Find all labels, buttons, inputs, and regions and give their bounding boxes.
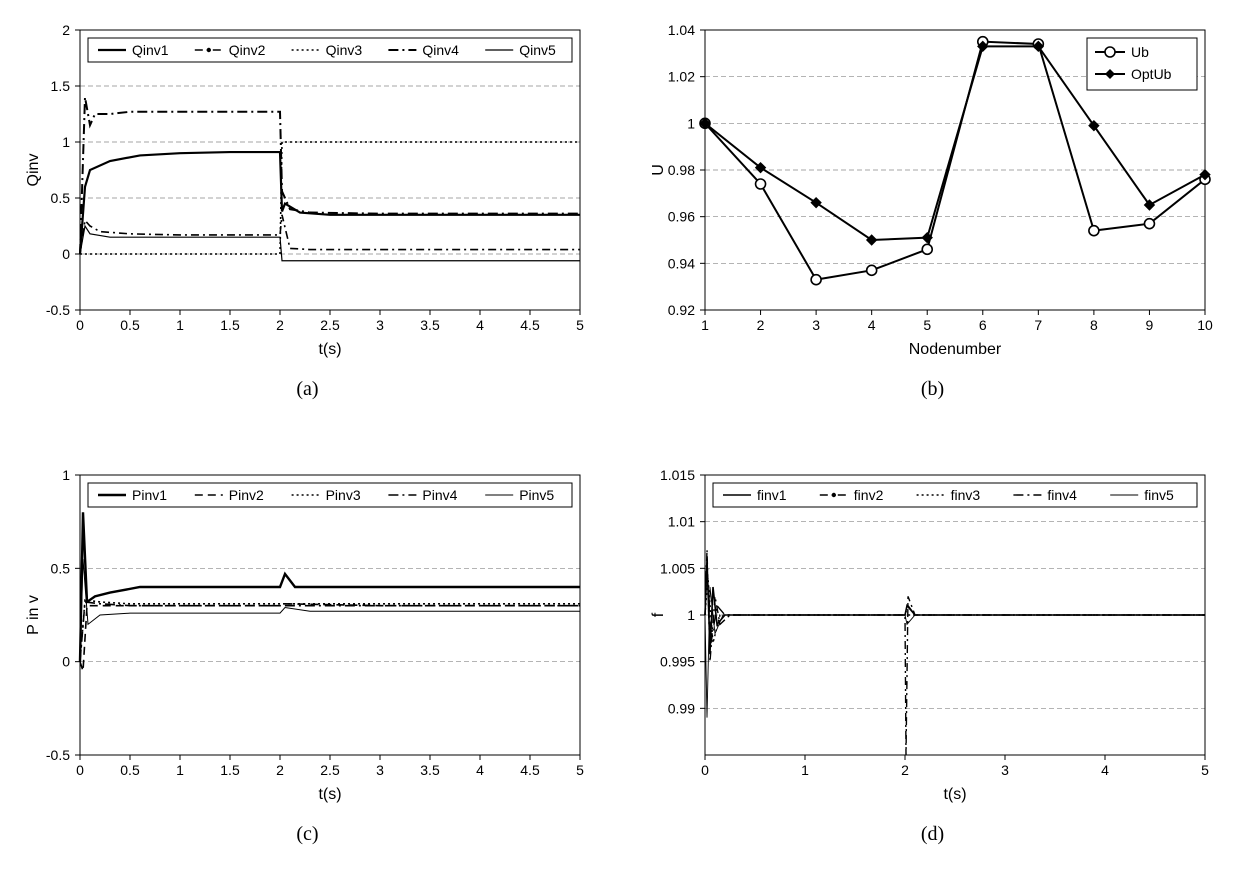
svg-text:2: 2 — [276, 762, 284, 778]
svg-text:0.98: 0.98 — [668, 162, 695, 178]
svg-text:f: f — [650, 612, 667, 617]
svg-text:Pinv3: Pinv3 — [326, 487, 361, 503]
chart-c: 0 0.5 1 1.5 2 2.5 3 3.5 4 4.5 5 -0.5 0 0.5 1 t(s) P in v… — [20, 465, 595, 805]
sublabel-c: (c) — [296, 823, 318, 846]
svg-text:0.94: 0.94 — [668, 255, 695, 271]
svg-text:1.04: 1.04 — [668, 22, 695, 38]
svg-text:0: 0 — [701, 762, 709, 778]
svg-text:1: 1 — [687, 607, 695, 623]
svg-text:2.5: 2.5 — [320, 762, 340, 778]
svg-text:0.5: 0.5 — [51, 560, 71, 576]
svg-text:0: 0 — [62, 654, 70, 670]
svg-text:3.5: 3.5 — [420, 317, 440, 333]
svg-text:Qinv: Qinv — [25, 154, 42, 187]
svg-text:Pinv4: Pinv4 — [422, 487, 457, 503]
svg-text:OptUb: OptUb — [1131, 66, 1172, 82]
svg-text:4.5: 4.5 — [520, 762, 540, 778]
svg-text:Ub: Ub — [1131, 44, 1149, 60]
svg-text:2: 2 — [276, 317, 284, 333]
sublabel-d: (d) — [921, 823, 944, 846]
svg-text:t(s): t(s) — [318, 786, 341, 803]
figure-grid: 0 0.5 1 1.5 2 2.5 3 3.5 4 4.5 5 -0.5 0 0.5 1 1.5 2 t(s) Qi… — [20, 20, 1220, 870]
svg-text:3: 3 — [1001, 762, 1009, 778]
svg-text:8: 8 — [1090, 317, 1098, 333]
svg-text:7: 7 — [1034, 317, 1042, 333]
svg-text:5: 5 — [1201, 762, 1209, 778]
svg-text:-0.5: -0.5 — [46, 747, 70, 763]
svg-text:10: 10 — [1197, 317, 1213, 333]
svg-text:1: 1 — [62, 467, 70, 483]
chart-b: 1 2 3 4 5 6 7 8 9 10 0.92 0.94 0.96 0.98 1 1.02 1.04 Node… — [645, 20, 1220, 360]
svg-text:4: 4 — [476, 762, 484, 778]
svg-text:2.5: 2.5 — [320, 317, 340, 333]
svg-text:2: 2 — [757, 317, 765, 333]
svg-text:P in v: P in v — [25, 595, 42, 635]
svg-text:0: 0 — [62, 246, 70, 262]
svg-text:Pinv1: Pinv1 — [132, 487, 167, 503]
svg-text:6: 6 — [979, 317, 987, 333]
svg-text:1.5: 1.5 — [220, 317, 240, 333]
svg-text:3: 3 — [376, 762, 384, 778]
svg-text:finv2: finv2 — [854, 487, 884, 503]
svg-text:1: 1 — [801, 762, 809, 778]
svg-text:1: 1 — [176, 762, 184, 778]
svg-text:2: 2 — [62, 22, 70, 38]
svg-text:finv1: finv1 — [757, 487, 787, 503]
svg-text:t(s): t(s) — [318, 341, 341, 358]
svg-text:0.96: 0.96 — [668, 209, 695, 225]
svg-text:Qinv5: Qinv5 — [519, 42, 556, 58]
svg-text:3: 3 — [812, 317, 820, 333]
svg-text:5: 5 — [923, 317, 931, 333]
sublabel-a: (a) — [296, 378, 318, 401]
svg-text:0.5: 0.5 — [120, 317, 140, 333]
svg-text:1: 1 — [62, 134, 70, 150]
svg-text:0.5: 0.5 — [120, 762, 140, 778]
chart-d: 0 1 2 3 4 5 0.99 0.995 1 1.005 1.01 1.015 t(s) f finv1… — [645, 465, 1220, 805]
svg-text:4.5: 4.5 — [520, 317, 540, 333]
svg-text:4: 4 — [476, 317, 484, 333]
svg-text:t(s): t(s) — [943, 786, 966, 803]
svg-text:Qinv1: Qinv1 — [132, 42, 169, 58]
svg-text:1: 1 — [701, 317, 709, 333]
svg-text:1.01: 1.01 — [668, 514, 695, 530]
svg-text:finv4: finv4 — [1047, 487, 1077, 503]
svg-text:2: 2 — [901, 762, 909, 778]
svg-text:4: 4 — [1101, 762, 1109, 778]
svg-text:3: 3 — [376, 317, 384, 333]
svg-text:0.5: 0.5 — [51, 190, 71, 206]
svg-text:1.005: 1.005 — [660, 560, 695, 576]
svg-text:0: 0 — [76, 762, 84, 778]
svg-text:Pinv5: Pinv5 — [519, 487, 554, 503]
svg-text:1: 1 — [687, 115, 695, 131]
svg-text:Qinv2: Qinv2 — [229, 42, 266, 58]
svg-text:0.99: 0.99 — [668, 700, 695, 716]
svg-text:finv3: finv3 — [951, 487, 981, 503]
svg-text:1.02: 1.02 — [668, 69, 695, 85]
svg-text:Nodenumber: Nodenumber — [909, 341, 1002, 358]
panel-b: 1 2 3 4 5 6 7 8 9 10 0.92 0.94 0.96 0.98 1 1.02 1.04 Node… — [645, 20, 1220, 425]
svg-text:0.995: 0.995 — [660, 654, 695, 670]
svg-text:Qinv3: Qinv3 — [326, 42, 363, 58]
svg-text:9: 9 — [1146, 317, 1154, 333]
svg-text:Qinv4: Qinv4 — [422, 42, 459, 58]
svg-text:1.5: 1.5 — [51, 78, 71, 94]
svg-text:U: U — [650, 164, 667, 176]
svg-text:4: 4 — [868, 317, 876, 333]
panel-d: 0 1 2 3 4 5 0.99 0.995 1 1.005 1.01 1.015 t(s) f finv1… — [645, 465, 1220, 870]
svg-text:0.92: 0.92 — [668, 302, 695, 318]
svg-text:0: 0 — [76, 317, 84, 333]
svg-text:5: 5 — [576, 762, 584, 778]
svg-text:1: 1 — [176, 317, 184, 333]
chart-a: 0 0.5 1 1.5 2 2.5 3 3.5 4 4.5 5 -0.5 0 0.5 1 1.5 2 t(s) Qi… — [20, 20, 595, 360]
svg-text:5: 5 — [576, 317, 584, 333]
svg-text:Pinv2: Pinv2 — [229, 487, 264, 503]
panel-a: 0 0.5 1 1.5 2 2.5 3 3.5 4 4.5 5 -0.5 0 0.5 1 1.5 2 t(s) Qi… — [20, 20, 595, 425]
svg-text:3.5: 3.5 — [420, 762, 440, 778]
svg-text:finv5: finv5 — [1144, 487, 1174, 503]
svg-text:-0.5: -0.5 — [46, 302, 70, 318]
panel-c: 0 0.5 1 1.5 2 2.5 3 3.5 4 4.5 5 -0.5 0 0.5 1 t(s) P in v… — [20, 465, 595, 870]
svg-text:1.015: 1.015 — [660, 467, 695, 483]
sublabel-b: (b) — [921, 378, 944, 401]
svg-text:1.5: 1.5 — [220, 762, 240, 778]
